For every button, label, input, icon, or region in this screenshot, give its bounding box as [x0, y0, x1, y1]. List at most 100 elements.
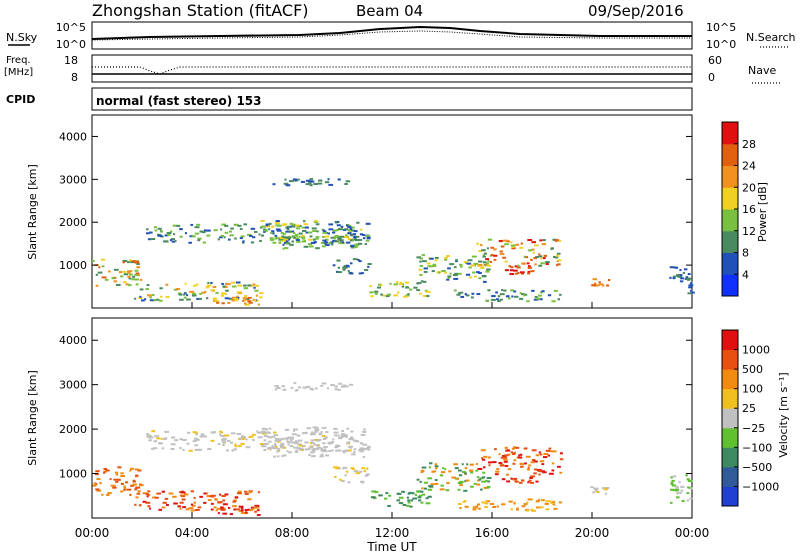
echo-cell	[457, 502, 462, 505]
echo-cell	[162, 438, 167, 441]
echo-cell	[243, 287, 249, 290]
echo-cell	[156, 437, 160, 440]
echo-cell	[446, 482, 450, 485]
echo-cell	[553, 507, 558, 510]
echo-cell	[363, 428, 366, 431]
echo-cell	[540, 262, 545, 265]
echo-cell	[511, 295, 514, 298]
echo-cell	[547, 294, 552, 297]
echo-cell	[315, 444, 319, 447]
echo-cell	[464, 293, 467, 296]
echo-cell	[481, 458, 486, 461]
echo-cell	[453, 266, 457, 269]
echo-cell	[277, 440, 281, 443]
echo-cell	[497, 300, 501, 303]
echo-cell	[557, 298, 561, 301]
echo-cell	[551, 469, 555, 472]
echo-cell	[251, 433, 256, 436]
echo-cell	[320, 384, 324, 387]
echo-cell	[219, 236, 223, 239]
echo-cell	[244, 511, 248, 514]
echo-cell	[527, 272, 531, 275]
echo-cell	[146, 284, 150, 287]
echo-cell	[333, 235, 338, 238]
echo-cell	[485, 299, 490, 302]
echo-cell	[555, 254, 560, 257]
echo-cell	[396, 281, 399, 284]
echo-cell	[317, 446, 321, 449]
echo-cell	[228, 230, 232, 233]
echo-cell	[595, 284, 600, 287]
colorbar-tick-label: 28	[742, 138, 756, 151]
echo-cell	[274, 388, 277, 391]
echo-cell	[215, 291, 219, 294]
echo-cell	[292, 446, 297, 449]
echo-cell	[354, 239, 360, 242]
echo-cell	[350, 438, 355, 441]
echo-cell	[287, 242, 291, 245]
echo-cell	[495, 291, 498, 294]
echo-cell	[296, 240, 301, 243]
echo-cell	[509, 269, 514, 272]
echo-cell	[470, 264, 475, 267]
echo-cell	[386, 293, 392, 296]
echo-cell	[687, 273, 691, 276]
echo-cell	[483, 252, 488, 255]
echo-cell	[286, 225, 289, 228]
echo-cell	[183, 293, 186, 296]
echo-cell	[115, 480, 119, 483]
echo-cell	[322, 239, 327, 242]
echo-cell	[179, 438, 183, 441]
echo-cell	[312, 229, 317, 232]
echo-cell	[95, 473, 99, 476]
echo-cell	[382, 294, 386, 297]
echo-cell	[256, 513, 261, 516]
echo-cell	[247, 498, 252, 501]
echo-cell	[374, 290, 379, 293]
echo-cell	[234, 496, 239, 499]
echo-cell	[513, 446, 516, 449]
echo-cell	[279, 439, 282, 442]
echo-cell	[240, 235, 245, 238]
echo-cell	[487, 480, 490, 483]
echo-cell	[547, 454, 551, 457]
echo-cell	[559, 458, 564, 461]
echo-cell	[321, 426, 327, 429]
echo-cell	[516, 266, 521, 269]
echo-cell	[274, 385, 279, 388]
echo-cell	[685, 276, 689, 279]
echo-cell	[361, 233, 366, 236]
echo-cell	[341, 480, 345, 483]
echo-cell	[554, 256, 559, 259]
echo-cell	[319, 455, 324, 458]
echo-cell	[135, 283, 139, 286]
echo-cell	[542, 257, 546, 260]
echo-cell	[466, 463, 469, 466]
ytick-label: 1000	[59, 259, 87, 272]
echo-cell	[358, 260, 362, 263]
echo-cell	[268, 228, 271, 231]
echo-cell	[683, 268, 688, 271]
echo-cell	[265, 225, 271, 228]
echo-cell	[470, 485, 474, 488]
date-label: 09/Sep/2016	[588, 2, 684, 20]
echo-cell	[179, 507, 182, 510]
echo-cell	[229, 441, 234, 444]
echo-cell	[139, 278, 143, 281]
echo-cell	[321, 382, 327, 385]
echo-cell	[416, 256, 421, 259]
echo-cell	[321, 435, 326, 438]
echo-cell	[239, 437, 243, 440]
echo-cell	[353, 246, 358, 249]
colorbar-tick-label: 16	[742, 203, 756, 216]
echo-cell	[380, 284, 383, 287]
echo-cell	[99, 482, 102, 485]
echo-cell	[353, 230, 358, 233]
echo-cell	[434, 465, 439, 468]
echo-cell	[350, 430, 354, 433]
echo-cell	[283, 242, 288, 245]
echo-cell	[398, 502, 404, 505]
echo-cell	[280, 442, 285, 445]
echo-cell	[261, 427, 267, 430]
